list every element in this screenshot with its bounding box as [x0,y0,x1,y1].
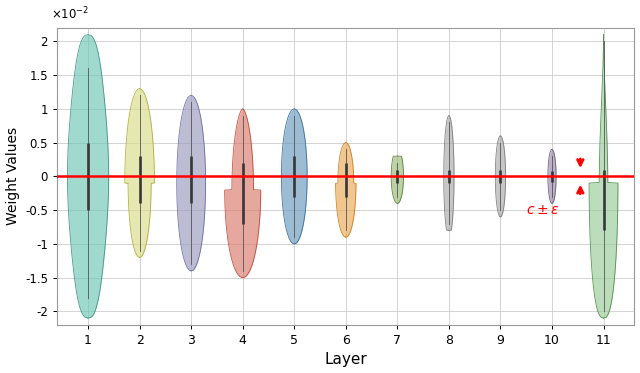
Text: $\times 10^{-2}$: $\times 10^{-2}$ [51,5,90,22]
Text: $c \pm \epsilon$: $c \pm \epsilon$ [526,203,560,217]
X-axis label: Layer: Layer [324,352,367,367]
Y-axis label: Weight Values: Weight Values [6,127,20,225]
